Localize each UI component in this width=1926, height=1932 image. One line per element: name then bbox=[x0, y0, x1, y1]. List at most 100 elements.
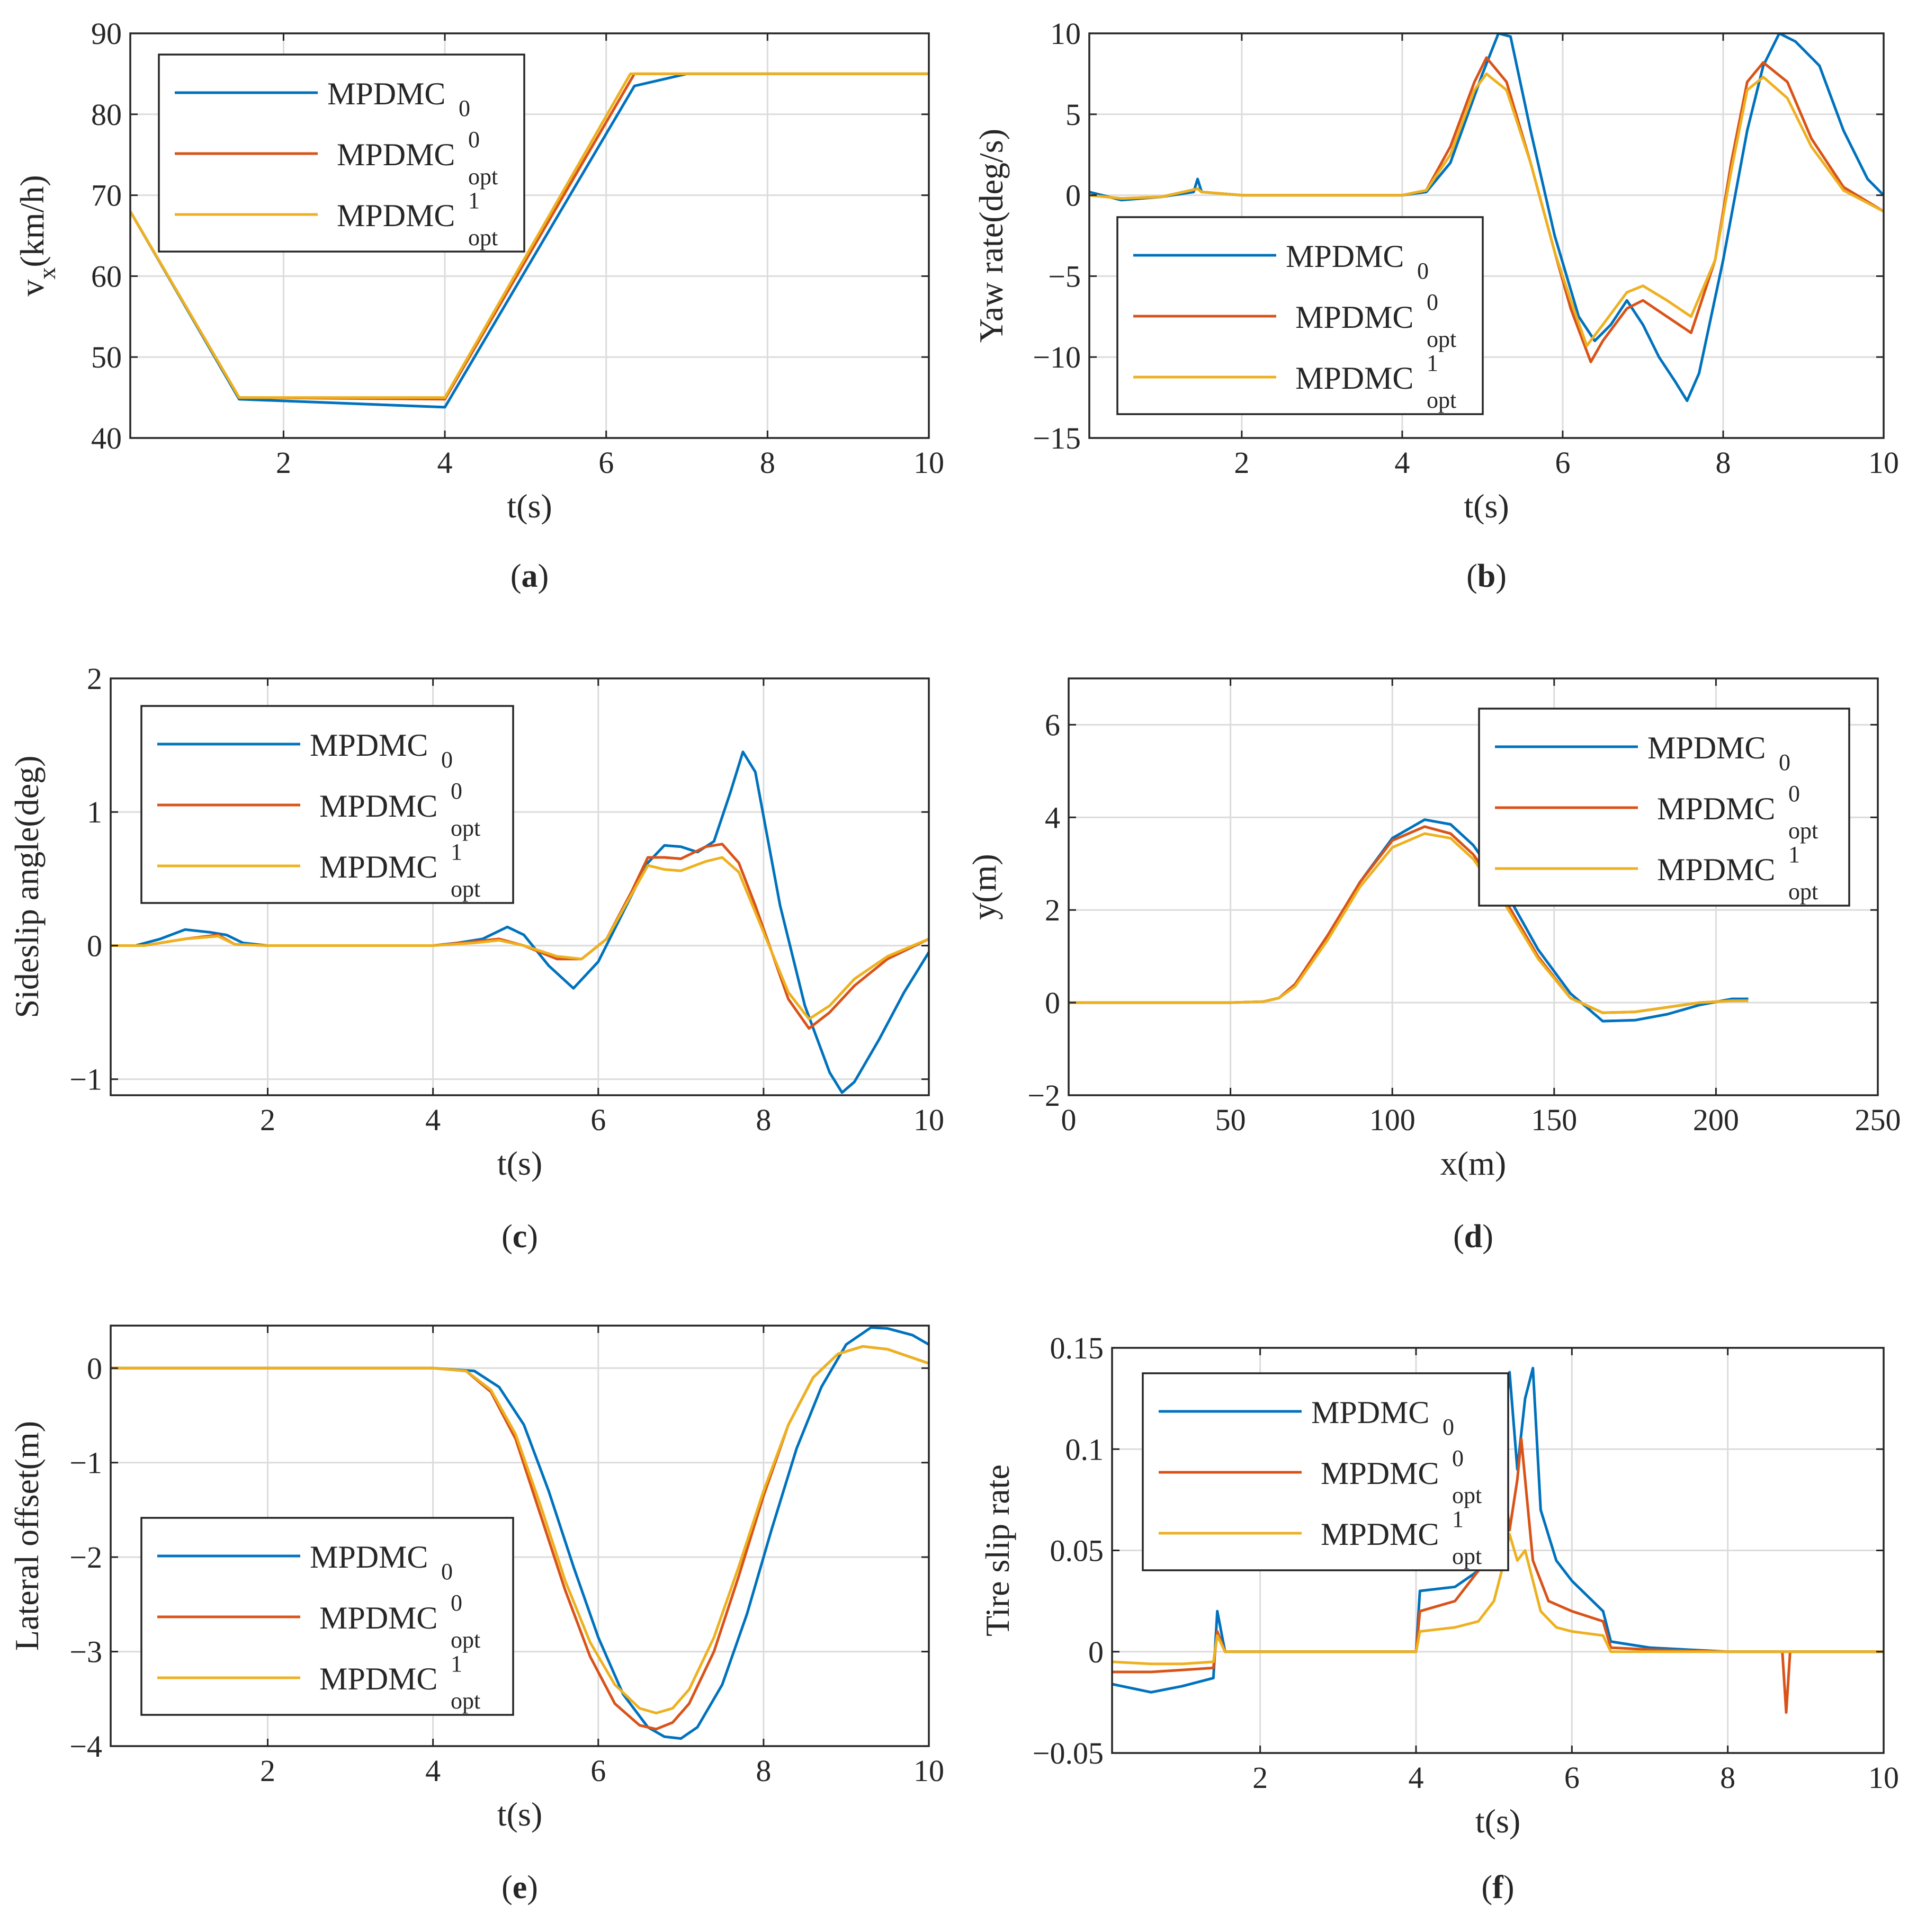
y-tick-label: 0 bbox=[1088, 1635, 1104, 1669]
y-axis-label: Lateral offset(m) bbox=[8, 1421, 46, 1651]
x-tick-label: 50 bbox=[1215, 1103, 1246, 1137]
legend-sub-0: 0 bbox=[1443, 1414, 1454, 1440]
y-tick-label: 60 bbox=[91, 259, 122, 293]
y-axis-label: Yaw rate(deg/s) bbox=[972, 129, 1010, 343]
legend-sup-2: 1 bbox=[468, 187, 480, 213]
legend-sub-2: opt bbox=[468, 225, 498, 251]
legend-label-2: MPDMC bbox=[319, 849, 437, 884]
grid bbox=[1089, 33, 1884, 438]
x-tick-label: 100 bbox=[1369, 1103, 1416, 1137]
y-tick-label: −4 bbox=[69, 1729, 102, 1764]
panel-caption: (a) bbox=[510, 558, 549, 594]
x-axis-label: t(s) bbox=[507, 487, 552, 525]
legend-label-1: MPDMC bbox=[319, 1600, 437, 1635]
series-line-mpdmc-opt-1 bbox=[111, 1345, 929, 1715]
legend-label-1: MPDMC bbox=[1657, 791, 1775, 826]
legend-sub-0: 0 bbox=[1779, 749, 1790, 775]
legend-sup-1: 0 bbox=[1788, 781, 1800, 807]
series-group bbox=[1069, 818, 1749, 1023]
axes-box bbox=[129, 32, 930, 439]
x-tick-label: 8 bbox=[1715, 445, 1731, 480]
y-tick-label: 40 bbox=[91, 421, 122, 455]
y-tick-label: −2 bbox=[69, 1540, 102, 1575]
y-tick-label: 0 bbox=[1065, 178, 1081, 213]
x-tick-label: 6 bbox=[1564, 1760, 1580, 1795]
x-tick-label: 6 bbox=[590, 1754, 606, 1788]
chart-panel-e: 2 4 6 8 10−4−3−2−10t(s)Lateral offset(m) MPDM… bbox=[8, 1325, 944, 1906]
panel-caption: (c) bbox=[501, 1219, 538, 1255]
x-tick-label: 10 bbox=[913, 445, 944, 480]
y-tick-label: −2 bbox=[1027, 1078, 1060, 1113]
x-tick-label: 250 bbox=[1855, 1103, 1901, 1137]
x-tick-label: 10 bbox=[913, 1754, 944, 1788]
legend-sup-1: 0 bbox=[1452, 1445, 1464, 1471]
legend-sub-2: opt bbox=[1452, 1543, 1482, 1569]
legend-sub-1: opt bbox=[1788, 818, 1818, 844]
x-axis-label: t(s) bbox=[1464, 487, 1509, 525]
x-tick-label: 8 bbox=[1720, 1760, 1735, 1795]
y-tick-label: −3 bbox=[69, 1635, 102, 1669]
x-tick-label: 2 bbox=[260, 1103, 275, 1137]
x-tick-label: 4 bbox=[1394, 445, 1410, 480]
y-tick-label: −10 bbox=[1033, 340, 1081, 374]
legend-sub-2: opt bbox=[1427, 387, 1456, 413]
legend-label-0: MPDMC bbox=[1647, 730, 1766, 765]
legend-sup-2: 1 bbox=[451, 1651, 462, 1677]
x-tick-label: 8 bbox=[756, 1754, 771, 1788]
y-axis-label: Tire slip rate bbox=[979, 1464, 1016, 1636]
series-group bbox=[130, 72, 929, 409]
x-tick-label: 10 bbox=[913, 1103, 944, 1137]
x-tick-label: 6 bbox=[1555, 445, 1570, 480]
x-tick-label: 2 bbox=[276, 445, 291, 480]
legend-sup-2: 1 bbox=[1452, 1506, 1464, 1532]
legend-sup-2: 1 bbox=[1427, 350, 1438, 376]
x-tick-label: 8 bbox=[756, 1103, 771, 1137]
legend-sub-1: opt bbox=[1427, 326, 1456, 352]
y-tick-label: 4 bbox=[1045, 800, 1060, 835]
x-tick-label: 2 bbox=[1252, 1760, 1268, 1795]
x-tick-label: 200 bbox=[1693, 1103, 1739, 1137]
x-tick-label: 10 bbox=[1868, 1760, 1899, 1795]
y-tick-label: 0 bbox=[87, 1351, 102, 1385]
series-line-mpdmc-opt-1 bbox=[1069, 832, 1749, 1014]
y-tick-label: 0 bbox=[87, 928, 102, 963]
panel-caption: (b) bbox=[1466, 558, 1507, 594]
y-tick-label: 5 bbox=[1065, 97, 1081, 132]
legend-sub-1: opt bbox=[1452, 1482, 1482, 1508]
legend-sup-1: 0 bbox=[451, 778, 462, 804]
series-line-mpdmc-0 bbox=[111, 1326, 929, 1740]
legend-sup-2: 1 bbox=[1788, 842, 1800, 867]
y-axis-label: Sideslip angle(deg) bbox=[8, 756, 46, 1018]
legend-sub-1: opt bbox=[451, 1627, 480, 1653]
series-line-mpdmc-opt-1 bbox=[1089, 72, 1884, 347]
y-tick-label: −1 bbox=[69, 1446, 102, 1480]
y-tick-label: −15 bbox=[1033, 421, 1081, 455]
legend-sup-2: 1 bbox=[451, 839, 462, 865]
legend-label-1: MPDMC bbox=[1295, 300, 1413, 335]
y-tick-label: 2 bbox=[1045, 893, 1060, 927]
y-tick-label: 0.15 bbox=[1050, 1331, 1104, 1365]
axes-box bbox=[1068, 677, 1879, 1096]
x-tick-label: 0 bbox=[1061, 1103, 1077, 1137]
legend-sub-0: 0 bbox=[459, 95, 470, 121]
x-tick-label: 4 bbox=[437, 445, 453, 480]
legend-label-2: MPDMC bbox=[319, 1661, 437, 1696]
axes-box bbox=[110, 677, 930, 1096]
panel-caption: (d) bbox=[1453, 1219, 1493, 1255]
axes-box bbox=[110, 1325, 930, 1747]
legend-label-0: MPDMC bbox=[310, 1540, 428, 1575]
legend-sup-1: 0 bbox=[451, 1590, 462, 1616]
axes-box bbox=[1088, 32, 1885, 439]
legend-label-0: MPDMC bbox=[1311, 1395, 1429, 1430]
